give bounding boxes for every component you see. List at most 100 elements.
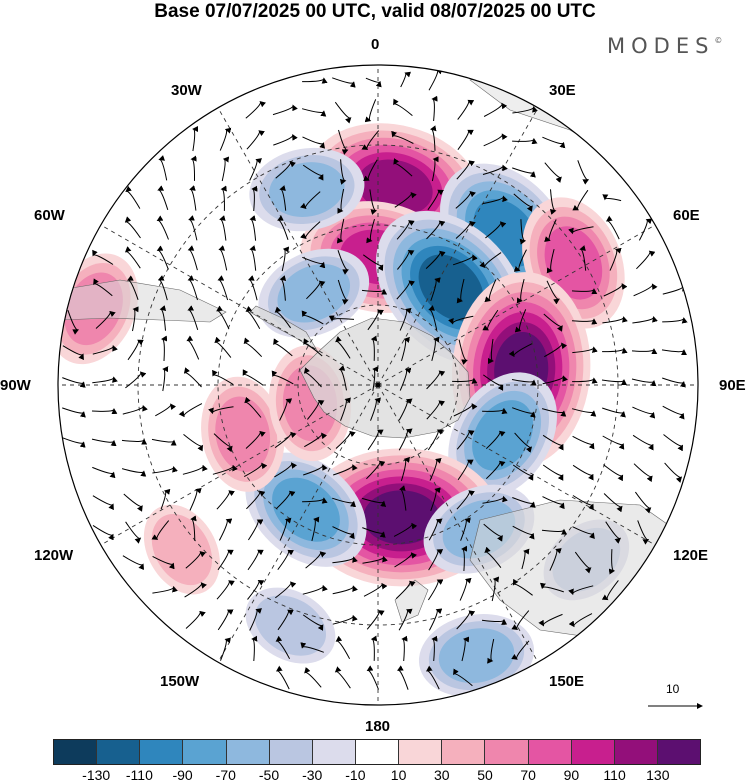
- wind-vector-arrow: [92, 524, 114, 541]
- wind-vector-arrow: [511, 379, 537, 386]
- wind-vector-arrow: [183, 367, 202, 388]
- wind-vector-arrow: [217, 609, 234, 631]
- wind-vector-arrow: [279, 275, 287, 301]
- wind-vector-arrow: [568, 226, 594, 235]
- wind-vector-arrow: [185, 610, 206, 629]
- wind-vector-arrow: [396, 220, 415, 240]
- wind-vector-arrow: [456, 160, 476, 180]
- colorbar-swatch: [442, 740, 486, 764]
- wind-vector-arrow: [366, 610, 385, 630]
- wind-vector-arrow: [452, 254, 478, 266]
- wind-vector-arrow: [631, 378, 657, 387]
- wind-vector-arrow: [366, 460, 386, 480]
- wind-vector-arrow: [662, 377, 686, 388]
- wind-vector-arrow: [608, 549, 616, 575]
- brand-mark: ©: [714, 36, 723, 45]
- anomaly-contour: [357, 159, 433, 216]
- wind-vector-arrow: [544, 219, 557, 242]
- antarctica-landmass: [299, 317, 471, 439]
- brand-text: MODES: [607, 34, 715, 58]
- wind-vector-arrow: [246, 490, 266, 510]
- wind-vector-arrow: [92, 249, 114, 265]
- wind-vector-arrow: [161, 335, 168, 362]
- wind-vector-arrow: [187, 245, 198, 271]
- wind-vector-arrow: [397, 665, 409, 690]
- colorbar-tick-label: -70: [215, 767, 236, 783]
- wind-vector-arrow: [603, 464, 624, 482]
- colorbar-tick-label: 70: [520, 767, 536, 783]
- wind-vector-arrow: [485, 221, 507, 239]
- wind-vector-arrow: [304, 432, 328, 448]
- wind-vector-arrow: [125, 371, 147, 389]
- wind-vector-arrow: [362, 555, 388, 564]
- wind-vector-arrow: [400, 71, 411, 88]
- wind-vector-arrow: [162, 366, 169, 392]
- wind-vector-arrow: [305, 551, 327, 569]
- wind-vector-arrow: [124, 246, 141, 269]
- wind-vector-arrow: [542, 136, 566, 149]
- wind-vector-arrow: [91, 438, 117, 447]
- wind-vector-arrow: [512, 578, 533, 596]
- wind-vector-arrow: [185, 551, 206, 569]
- wind-vector-arrow: [336, 218, 345, 244]
- wind-vector-arrow: [332, 614, 358, 625]
- wind-vector-arrow: [632, 434, 654, 451]
- wind-vector-arrow: [340, 397, 352, 421]
- wind-vector-arrow: [337, 188, 345, 214]
- wind-vector-arrow: [544, 342, 568, 358]
- wind-vector-arrow: [664, 462, 683, 483]
- wind-vector-arrow: [245, 305, 261, 329]
- wind-vector-arrow: [430, 277, 441, 301]
- wind-vector-arrow: [242, 369, 264, 386]
- wind-vector-arrow: [332, 585, 358, 595]
- wind-vector-arrow: [302, 614, 324, 631]
- wind-vector-arrow: [508, 343, 533, 358]
- wind-vector-arrow: [485, 460, 506, 480]
- wind-vector-arrow: [247, 519, 264, 541]
- lon-label-0: 0: [371, 36, 380, 53]
- wind-vector-arrow: [127, 275, 139, 300]
- wind-vector-arrow: [303, 464, 328, 476]
- wind-vector-arrow: [400, 456, 411, 482]
- colorbar-swatch: [571, 740, 615, 764]
- wind-vector-arrow: [249, 215, 257, 241]
- wind-vector-arrow: [338, 365, 347, 391]
- wind-vector-arrow: [425, 665, 440, 690]
- wind-vector-arrow: [572, 346, 598, 354]
- wind-vector-arrow: [124, 216, 141, 239]
- meridian-line: [217, 107, 379, 386]
- wind-vector-arrow: [457, 459, 474, 481]
- wind-vector-arrow: [542, 434, 564, 451]
- wind-vector-arrow: [216, 490, 235, 510]
- wind-vector-arrow: [216, 580, 235, 600]
- map-border: [57, 64, 699, 706]
- wind-vector-arrow: [487, 638, 495, 664]
- wind-vector-arrow: [393, 98, 413, 116]
- map-title: Base 07/07/2025 00 UTC, valid 08/07/2025…: [154, 1, 596, 22]
- wind-vector-arrow: [332, 556, 358, 564]
- wind-vector-arrow: [602, 347, 628, 354]
- wind-vector-arrow: [125, 521, 142, 544]
- wind-vector-arrow: [273, 338, 293, 357]
- wind-vector-arrow: [339, 159, 347, 185]
- wind-vector-arrow: [302, 136, 326, 149]
- wind-vector-arrow: [543, 313, 563, 332]
- wind-vector-arrow: [542, 375, 568, 385]
- lon-label-180: 180: [365, 718, 391, 735]
- wind-vector-arrow: [457, 99, 475, 120]
- wind-vector-arrow: [332, 497, 356, 508]
- wind-vector-arrow: [152, 555, 175, 570]
- wind-vector-arrow: [370, 635, 378, 661]
- wind-vector-arrow: [182, 464, 208, 475]
- wind-vector-arrow: [453, 403, 478, 417]
- lon-label-90e: 90E: [719, 377, 746, 394]
- colorbar-tick-label: 30: [434, 767, 450, 783]
- wind-vector-arrow: [427, 579, 444, 601]
- wind-vector-arrow: [455, 190, 476, 209]
- wind-vector-arrow: [452, 377, 478, 384]
- wind-vector-arrow: [155, 403, 177, 417]
- wind-vector-arrow: [541, 408, 567, 417]
- wind-vector-arrow: [399, 367, 412, 391]
- colorbar-tick-label: 50: [477, 767, 493, 783]
- wind-vector-arrow: [398, 428, 413, 451]
